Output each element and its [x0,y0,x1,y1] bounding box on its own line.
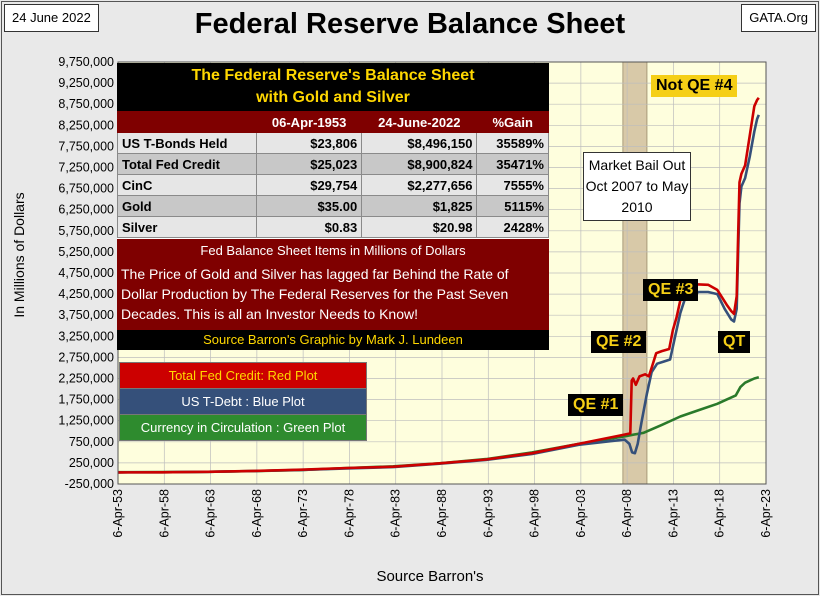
info-title-line2: with Gold and Silver [256,89,410,106]
y-tick-label: 4,250,000 [58,287,114,301]
x-tick-label: 6-Apr-18 [713,489,727,538]
y-tick-label: 2,250,000 [58,372,114,386]
y-tick-label: 7,250,000 [58,161,114,175]
x-tick-label: 6-Apr-58 [157,489,171,538]
cell-1953: $35.00 [255,195,363,217]
legend-item-us-t-debt: US T-Debt : Blue Plot [119,388,367,415]
y-tick-label: 5,250,000 [58,245,114,259]
x-tick-label: 6-Apr-83 [389,489,403,538]
row-label: Total Fed Credit [117,153,257,175]
x-tick-label: 6-Apr-73 [296,489,310,538]
qe1-callout: QE #1 [568,394,624,416]
y-tick-label: 9,750,000 [58,55,114,69]
table-header: %Gain [476,111,549,133]
cell-2022: $2,277,656 [361,174,478,196]
y-tick-label: 9,250,000 [58,76,114,90]
x-tick-label: 6-Apr-23 [759,489,773,538]
x-tick-label: 6-Apr-98 [528,489,542,538]
y-tick-label: 6,750,000 [58,182,114,196]
x-tick-label: 6-Apr-13 [666,489,680,538]
site-tag: GATA.Org [741,4,816,32]
cell-1953: $23,806 [255,132,363,154]
row-label: CinC [117,174,257,196]
info-subtitle: Fed Balance Sheet Items in Millions of D… [117,238,549,262]
table-header [117,111,257,133]
table-row: US T-Bonds Held $23,806 $8,496,150 35589… [117,132,549,154]
x-tick-label: 6-Apr-08 [620,489,634,538]
y-tick-label: 1,750,000 [58,393,114,407]
cell-2022: $8,496,150 [361,132,478,154]
cell-2022: $8,900,824 [361,153,478,175]
x-tick-label: 6-Apr-88 [435,489,449,538]
table-header: 06-Apr-1953 [255,111,363,133]
cell-gain: 2428% [476,216,549,238]
cell-2022: $20.98 [361,216,478,238]
y-tick-label: 750,000 [69,435,114,449]
x-tick-label: 6-Apr-78 [342,489,356,538]
y-tick-label: 8,250,000 [58,118,114,132]
y-tick-label: 7,750,000 [58,139,114,153]
table-header: 24-June-2022 [361,111,478,133]
series-line-0 [117,97,760,474]
qe2-callout: QE #2 [591,331,647,353]
row-label: US T-Bonds Held [117,132,257,154]
bailout-note: Market Bail Out Oct 2007 to May 2010 [583,152,691,221]
cell-1953: $29,754 [255,174,363,196]
y-tick-label: 8,750,000 [58,97,114,111]
y-axis-label-wrap: In Millions of Dollars [8,130,30,380]
legend-item-total-fed-credit: Total Fed Credit: Red Plot [119,362,367,389]
cell-1953: $0.83 [255,216,363,238]
table-header-row: 06-Apr-1953 24-June-2022 %Gain [117,111,549,133]
qe3-callout: QE #3 [643,279,699,301]
y-tick-label: 6,250,000 [58,203,114,217]
x-tick-label: 6-Apr-03 [574,489,588,538]
x-tick-label: 6-Apr-68 [250,489,264,538]
comparison-table: 06-Apr-1953 24-June-2022 %Gain US T-Bond… [117,111,549,238]
x-axis-label: Source Barron's [376,568,484,585]
y-axis-label: In Millions of Dollars [11,192,27,318]
cell-2022: $1,825 [361,195,478,217]
cell-gain: 7555% [476,174,549,196]
date-tag: 24 June 2022 [4,4,99,32]
cell-gain: 35589% [476,132,549,154]
y-tick-label: 2,750,000 [58,350,114,364]
chart-title: Federal Reserve Balance Sheet [194,8,626,40]
x-tick-label: 6-Apr-53 [111,489,125,538]
info-title-line1: The Federal Reserve's Balance Sheet [191,67,475,84]
y-tick-label: 4,750,000 [58,266,114,280]
cell-1953: $25,023 [255,153,363,175]
info-source: Source Barron's Graphic by Mark J. Lunde… [117,330,549,350]
legend-item-currency-circulation: Currency in Circulation : Green Plot [119,414,367,441]
y-tick-label: -250,000 [65,477,114,491]
row-label: Silver [117,216,257,238]
y-tick-label: 250,000 [69,456,114,470]
y-tick-label: 3,750,000 [58,308,114,322]
table-row: Silver $0.83 $20.98 2428% [117,216,549,238]
y-tick-label: 5,750,000 [58,224,114,238]
table-row: Total Fed Credit $25,023 $8,900,824 3547… [117,153,549,175]
table-row: Gold $35.00 $1,825 5115% [117,195,549,217]
y-tick-label: 3,250,000 [58,329,114,343]
y-tick-label: 1,250,000 [58,414,114,428]
row-label: Gold [117,195,257,217]
cell-gain: 5115% [476,195,549,217]
x-tick-label: 6-Apr-63 [204,489,218,538]
x-tick-label: 6-Apr-93 [481,489,495,538]
qt-callout: QT [718,331,751,353]
table-row: CinC $29,754 $2,277,656 7555% [117,174,549,196]
info-box: The Federal Reserve's Balance Sheet with… [117,63,549,350]
not-qe4-callout: Not QE #4 [651,75,738,97]
info-body-text: The Price of Gold and Silver has lagged … [121,266,509,322]
info-box-title: The Federal Reserve's Balance Sheet with… [117,63,549,111]
cell-gain: 35471% [476,153,549,175]
